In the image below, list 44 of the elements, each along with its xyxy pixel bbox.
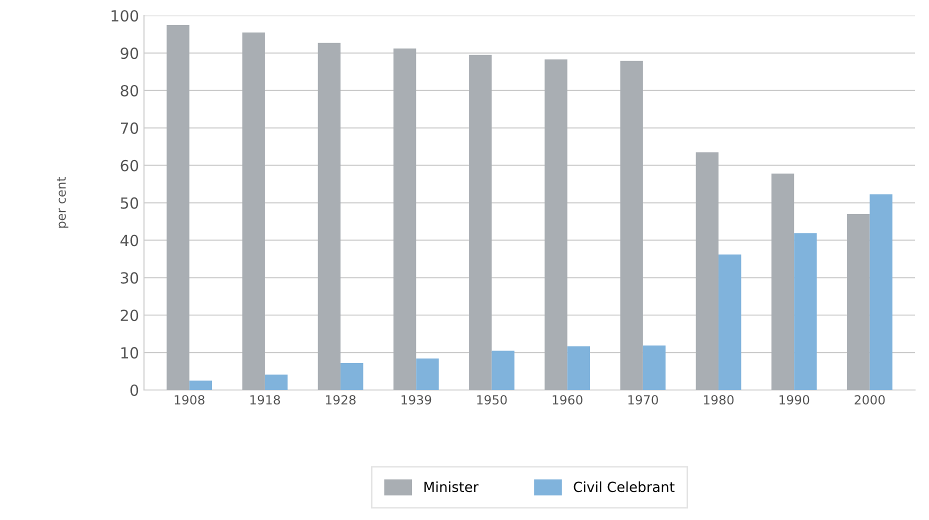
bar bbox=[469, 54, 492, 390]
x-tick-label: 1918 bbox=[250, 395, 280, 405]
bar bbox=[189, 380, 212, 390]
y-tick-label: 30 bbox=[120, 272, 138, 284]
bar bbox=[544, 59, 568, 390]
legend-label: Minister bbox=[424, 481, 479, 492]
bar bbox=[696, 152, 719, 390]
bar bbox=[340, 363, 364, 390]
bar bbox=[264, 374, 288, 390]
y-tick-label: 10 bbox=[121, 347, 138, 359]
x-tick-label: 2000 bbox=[854, 395, 885, 405]
bar bbox=[166, 24, 190, 390]
bar bbox=[620, 60, 643, 390]
x-tick-label: 1939 bbox=[402, 395, 432, 405]
bar bbox=[870, 194, 892, 390]
bar bbox=[718, 254, 742, 390]
bar bbox=[318, 42, 341, 390]
y-tick-label: 50 bbox=[120, 197, 138, 209]
y-tick-label: 60 bbox=[120, 160, 138, 172]
x-tick-label: 1928 bbox=[326, 395, 356, 405]
y-tick-label: 70 bbox=[120, 122, 138, 134]
x-tick-label: 1980 bbox=[704, 395, 734, 405]
x-tick-label: 1950 bbox=[477, 395, 507, 405]
bar bbox=[416, 358, 439, 390]
y-tick-label: 0 bbox=[130, 384, 138, 396]
legend-label: Civil Celebrant bbox=[574, 481, 674, 492]
x-tick-label: 1960 bbox=[552, 395, 582, 405]
bar bbox=[567, 346, 590, 390]
y-tick-label: 100 bbox=[112, 10, 138, 22]
y-tick-label: 90 bbox=[120, 48, 138, 60]
y-tick-label: 40 bbox=[120, 234, 138, 246]
x-tick-label: 1908 bbox=[174, 395, 204, 405]
bar bbox=[847, 214, 870, 390]
y-tick-label: 80 bbox=[120, 84, 138, 96]
bar bbox=[393, 48, 416, 390]
bar bbox=[492, 350, 514, 390]
bar bbox=[794, 233, 817, 390]
y-tick-label: 20 bbox=[120, 310, 138, 322]
bar bbox=[771, 174, 794, 390]
bar bbox=[642, 345, 666, 390]
y-axis-title: per cent bbox=[56, 177, 68, 228]
x-tick-label: 1990 bbox=[780, 395, 810, 405]
bar bbox=[242, 32, 265, 390]
x-tick-label: 1970 bbox=[628, 395, 658, 405]
